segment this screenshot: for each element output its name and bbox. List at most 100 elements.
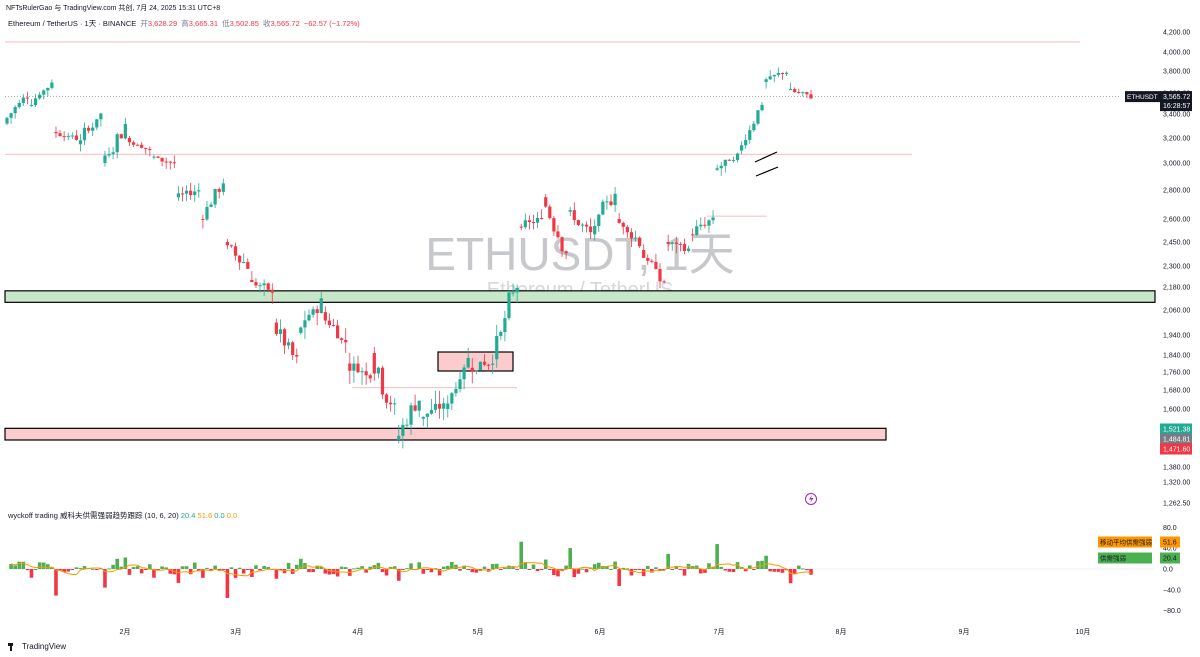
indicator-bar xyxy=(654,567,658,569)
candle-body xyxy=(135,144,140,146)
tradingview-footer[interactable]: TradingView xyxy=(8,642,66,651)
candle-body xyxy=(756,110,760,124)
indicator-bar xyxy=(111,564,115,569)
indicator-bar xyxy=(205,567,209,569)
time-axis[interactable]: 2月 3月 4月 5月 6月 7月 8月 9月 10月 xyxy=(120,628,1091,636)
candle-body xyxy=(556,231,560,238)
candle-body xyxy=(107,153,111,156)
indicator-bar xyxy=(241,569,246,574)
candle-body xyxy=(319,298,323,314)
candle-body xyxy=(740,145,744,151)
candle-body xyxy=(335,325,340,339)
support-zone[interactable] xyxy=(4,290,1156,303)
indicator-bar xyxy=(527,569,532,570)
candle-body xyxy=(523,220,527,228)
candle-body xyxy=(499,331,503,336)
indicator-bar xyxy=(690,566,695,569)
flag-lower-line[interactable] xyxy=(755,166,779,177)
candle-body xyxy=(340,338,344,340)
candle-body xyxy=(433,403,438,410)
price-tick-label: 1,940.00 xyxy=(1163,333,1190,340)
candle-body xyxy=(127,138,132,143)
candle-body xyxy=(752,123,756,131)
candle-body xyxy=(535,217,540,223)
candle-body xyxy=(299,327,303,333)
indicator-bar xyxy=(723,569,728,571)
indicator-bar xyxy=(429,569,434,573)
sd-tag-label: 供需强弱 xyxy=(1100,554,1126,563)
candle-body xyxy=(278,329,283,334)
candle-body xyxy=(217,188,221,192)
time-tick-label: 8月 xyxy=(836,628,847,636)
indicator-bar xyxy=(731,569,736,573)
price-tick-label: 1,760.00 xyxy=(1163,370,1190,377)
pattern-drawings[interactable] xyxy=(437,151,779,372)
candle-body xyxy=(413,405,417,411)
candle-body xyxy=(21,97,25,103)
candle-body xyxy=(140,144,144,148)
candle-body xyxy=(438,403,442,409)
candle-body xyxy=(115,134,119,153)
candle-body xyxy=(617,219,621,223)
candle-body xyxy=(805,92,809,95)
candle-body xyxy=(360,371,364,373)
indicator-bar xyxy=(50,567,54,569)
alert-icon[interactable] xyxy=(805,493,817,505)
indicator-bar xyxy=(152,569,156,578)
indicator-bar xyxy=(674,566,679,569)
candle-body xyxy=(797,92,801,94)
candle-body xyxy=(727,159,731,161)
candle-body xyxy=(793,89,797,93)
candle-body xyxy=(389,402,393,405)
candle-body xyxy=(682,244,687,251)
candle-body xyxy=(601,201,605,215)
sd-tag-label-bg xyxy=(1098,552,1152,564)
indicator-title[interactable]: wyckoff trading 威科夫供需强弱趋势跟踪 (10, 6, 20) … xyxy=(8,510,237,521)
candle-body xyxy=(123,123,127,139)
candle-body xyxy=(176,193,181,198)
candle-body xyxy=(674,242,678,244)
flag-upper-line[interactable] xyxy=(754,151,778,163)
indicator-bar xyxy=(233,569,238,578)
candle-body xyxy=(768,76,772,80)
indicator-bar xyxy=(41,562,46,569)
price-tick-label: 1,840.00 xyxy=(1163,353,1190,360)
candle-body xyxy=(184,190,189,194)
candle-body xyxy=(593,226,597,235)
candle-body xyxy=(344,339,348,343)
candle-body xyxy=(405,424,409,426)
indicator-bar xyxy=(213,565,217,569)
candle-body xyxy=(270,289,274,293)
indicator-bar xyxy=(307,569,311,573)
candle-body xyxy=(291,342,295,356)
indicator-bar xyxy=(772,569,777,572)
indicator-bar xyxy=(62,569,66,572)
indicator-bar xyxy=(809,569,813,575)
symbol-ohlc-line: Ethereum / TetherUS · 1天 · BINANCE 开3,62… xyxy=(8,18,360,29)
indicator-bar xyxy=(94,569,99,570)
candle-body xyxy=(233,246,238,256)
indicator-bar xyxy=(503,567,507,569)
candle-body xyxy=(589,226,593,233)
candle-body xyxy=(760,104,764,111)
symbol-name[interactable]: Ethereum / TetherUS · 1天 · BINANCE xyxy=(8,19,137,28)
indicator-bar xyxy=(548,569,552,570)
candle-body xyxy=(421,416,425,419)
candle-body xyxy=(425,413,429,417)
time-tick-label: 3月 xyxy=(231,628,242,636)
price-tick-label: 1,262.50 xyxy=(1163,501,1190,508)
open-label: 开 xyxy=(140,19,148,28)
indicator-bar xyxy=(474,569,479,573)
candle-body xyxy=(95,119,99,128)
indicator-bar xyxy=(180,566,185,569)
indicator-bar xyxy=(376,562,381,569)
candle-body xyxy=(368,375,372,379)
candle-body xyxy=(462,367,466,380)
sd-tag-value-bg xyxy=(1160,552,1180,564)
consolidation-box[interactable] xyxy=(437,351,514,372)
indicator-bar xyxy=(90,568,95,570)
candle-body xyxy=(666,242,670,244)
demand-zone[interactable] xyxy=(4,427,887,441)
high-value: 3,665.31 xyxy=(188,19,218,28)
